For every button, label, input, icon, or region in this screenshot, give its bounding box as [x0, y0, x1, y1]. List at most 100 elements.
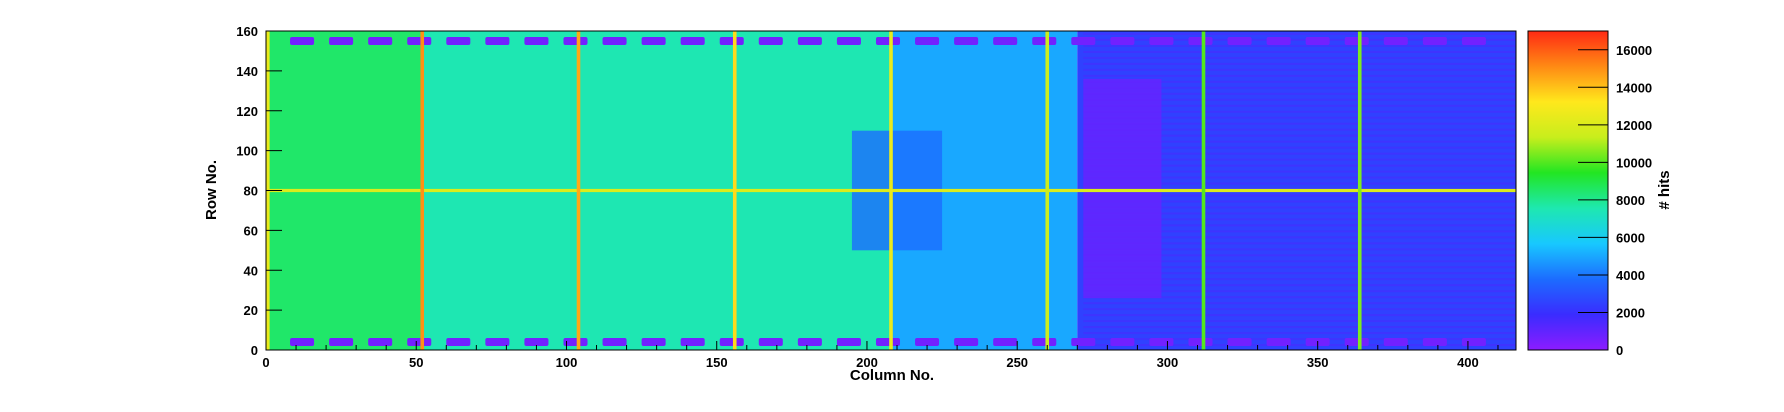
heatmap-texture	[1083, 68, 1516, 71]
heatmap-texture	[1083, 170, 1516, 173]
heatmap-texture	[1083, 110, 1516, 113]
heatmap-pad	[446, 36, 471, 45]
heatmap-texture	[1083, 338, 1516, 341]
heatmap-plot-area	[266, 31, 1516, 350]
y-tick-label: 60	[244, 223, 258, 238]
x-axis: 0 50 100 150 200 250 300 350 400	[262, 341, 1499, 370]
heatmap-pad	[1149, 338, 1174, 347]
heatmap-hot-column	[1045, 31, 1050, 350]
heatmap-pad	[797, 36, 822, 45]
heatmap-texture	[1083, 206, 1516, 209]
heatmap-hot-column	[576, 31, 581, 350]
heatmap-pad	[719, 36, 744, 45]
heatmap-pad	[485, 36, 510, 45]
heatmap-texture	[1083, 128, 1516, 131]
heatmap-texture	[1083, 176, 1516, 179]
heatmap-pad	[563, 338, 588, 347]
heatmap-texture	[1083, 284, 1516, 287]
heatmap-texture	[1083, 50, 1516, 53]
heatmap-pad	[1071, 36, 1096, 45]
heatmap-pad	[915, 338, 940, 347]
heatmap-pad	[1227, 36, 1252, 45]
heatmap-pad	[1461, 36, 1486, 45]
heatmap-texture	[1083, 158, 1516, 161]
z-tick-label: 12000	[1616, 118, 1652, 133]
heatmap-pad	[485, 338, 510, 347]
heatmap-texture	[1083, 74, 1516, 77]
heatmap-structure	[1083, 78, 1162, 299]
heatmap-texture	[1083, 332, 1516, 335]
heatmap-texture	[1083, 38, 1516, 41]
heatmap-texture	[1083, 80, 1516, 83]
y-tick-label: 120	[236, 104, 258, 119]
heatmap-texture	[1083, 260, 1516, 263]
heatmap-texture	[1083, 224, 1516, 227]
heatmap-texture	[1083, 152, 1516, 155]
x-tick-label: 0	[262, 355, 269, 370]
x-axis-title: Column No.	[850, 367, 934, 384]
z-tick-label: 0	[1616, 343, 1623, 358]
x-tick-label: 250	[1006, 355, 1028, 370]
z-axis-title: # hits	[1656, 170, 1673, 209]
heatmap-texture	[1083, 278, 1516, 281]
heatmap-texture	[1083, 344, 1516, 347]
color-scale-bar	[1528, 31, 1608, 350]
heatmap-pad	[1071, 338, 1096, 347]
heatmap-texture	[1083, 266, 1516, 269]
heatmap-pad	[1305, 36, 1330, 45]
heatmap-pad	[915, 36, 940, 45]
heatmap-pad	[290, 338, 315, 347]
heatmap-texture	[1083, 32, 1516, 35]
heatmap-pad	[602, 338, 627, 347]
heatmap-texture	[1083, 56, 1516, 59]
heatmap-texture	[1083, 92, 1516, 95]
heatmap-pad	[836, 338, 861, 347]
heatmap-pad	[602, 36, 627, 45]
heatmap-pad	[875, 36, 901, 45]
color-scale-axis: 0 2000 4000 6000 8000 10000 12000 14000 16000	[1578, 43, 1652, 358]
x-tick-label: 400	[1457, 355, 1479, 370]
heatmap-texture	[1083, 212, 1516, 215]
heatmap-hot-column	[889, 31, 893, 350]
heatmap-texture	[1083, 290, 1516, 293]
heatmap-pad	[290, 36, 315, 45]
z-tick-label: 2000	[1616, 305, 1645, 320]
heatmap-texture	[1083, 242, 1516, 245]
heatmap-hot-column	[1201, 31, 1206, 350]
heatmap-pad	[680, 36, 705, 45]
heatmap-texture	[1083, 296, 1516, 299]
heatmap-texture	[1083, 164, 1516, 167]
heatmap-texture	[1083, 146, 1516, 149]
heatmap-pad	[836, 36, 861, 45]
x-tick-label: 300	[1157, 355, 1179, 370]
x-tick-label: 100	[556, 355, 578, 370]
heatmap-pad	[368, 338, 393, 347]
heatmap-pad	[797, 338, 822, 347]
color-scale-frame	[1527, 30, 1609, 351]
heatmap-texture	[1083, 230, 1516, 233]
heatmap-texture	[1083, 182, 1516, 185]
heatmap-texture	[1083, 122, 1516, 125]
heatmap-texture	[1083, 320, 1516, 323]
heatmap-pad	[1110, 338, 1135, 347]
heatmap-pad	[954, 338, 979, 347]
heatmap-texture	[1083, 200, 1516, 203]
y-tick-label: 80	[244, 184, 258, 199]
heatmap-pad	[1461, 338, 1486, 347]
heatmap-hot-column	[1357, 31, 1362, 350]
heatmap-texture	[1083, 272, 1516, 275]
heatmap-pad	[1227, 338, 1252, 347]
heatmap-pad	[1032, 36, 1057, 45]
heatmap-texture	[1083, 194, 1516, 197]
heatmap-pad	[1032, 338, 1057, 347]
heatmap-pad	[954, 36, 979, 45]
y-tick-label: 0	[251, 343, 258, 358]
z-tick-label: 6000	[1616, 230, 1645, 245]
heatmap-pad	[719, 338, 744, 347]
heatmap-texture	[1083, 134, 1516, 137]
heatmap-pad	[758, 36, 783, 45]
heatmap-pad	[329, 338, 354, 347]
heatmap-pad	[641, 338, 666, 347]
z-tick-label: 4000	[1616, 268, 1645, 283]
